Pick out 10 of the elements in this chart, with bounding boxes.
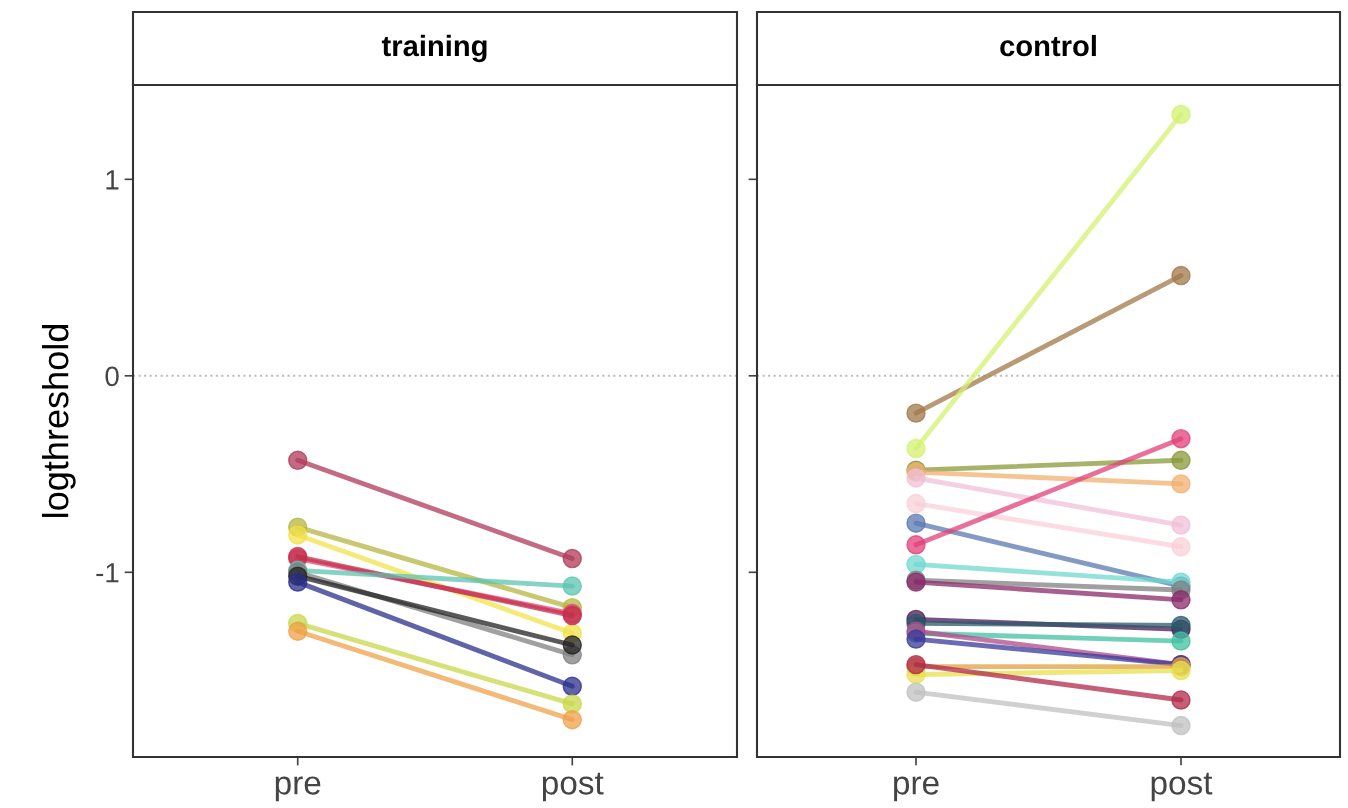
y-tick-label: -1 bbox=[96, 563, 119, 583]
x-tick-label: post bbox=[542, 772, 604, 802]
y-tick-label: 0 bbox=[105, 366, 119, 387]
chart-title: training bbox=[381, 34, 487, 63]
x-tick-label: pre bbox=[894, 776, 939, 802]
x-tick-label: post bbox=[1151, 772, 1213, 802]
x-tick-label: pre bbox=[275, 776, 321, 802]
y-axis-title: logthreshold bbox=[42, 324, 76, 517]
y-tick-label: 1 bbox=[106, 170, 119, 190]
chart-title: control bbox=[1000, 34, 1096, 57]
